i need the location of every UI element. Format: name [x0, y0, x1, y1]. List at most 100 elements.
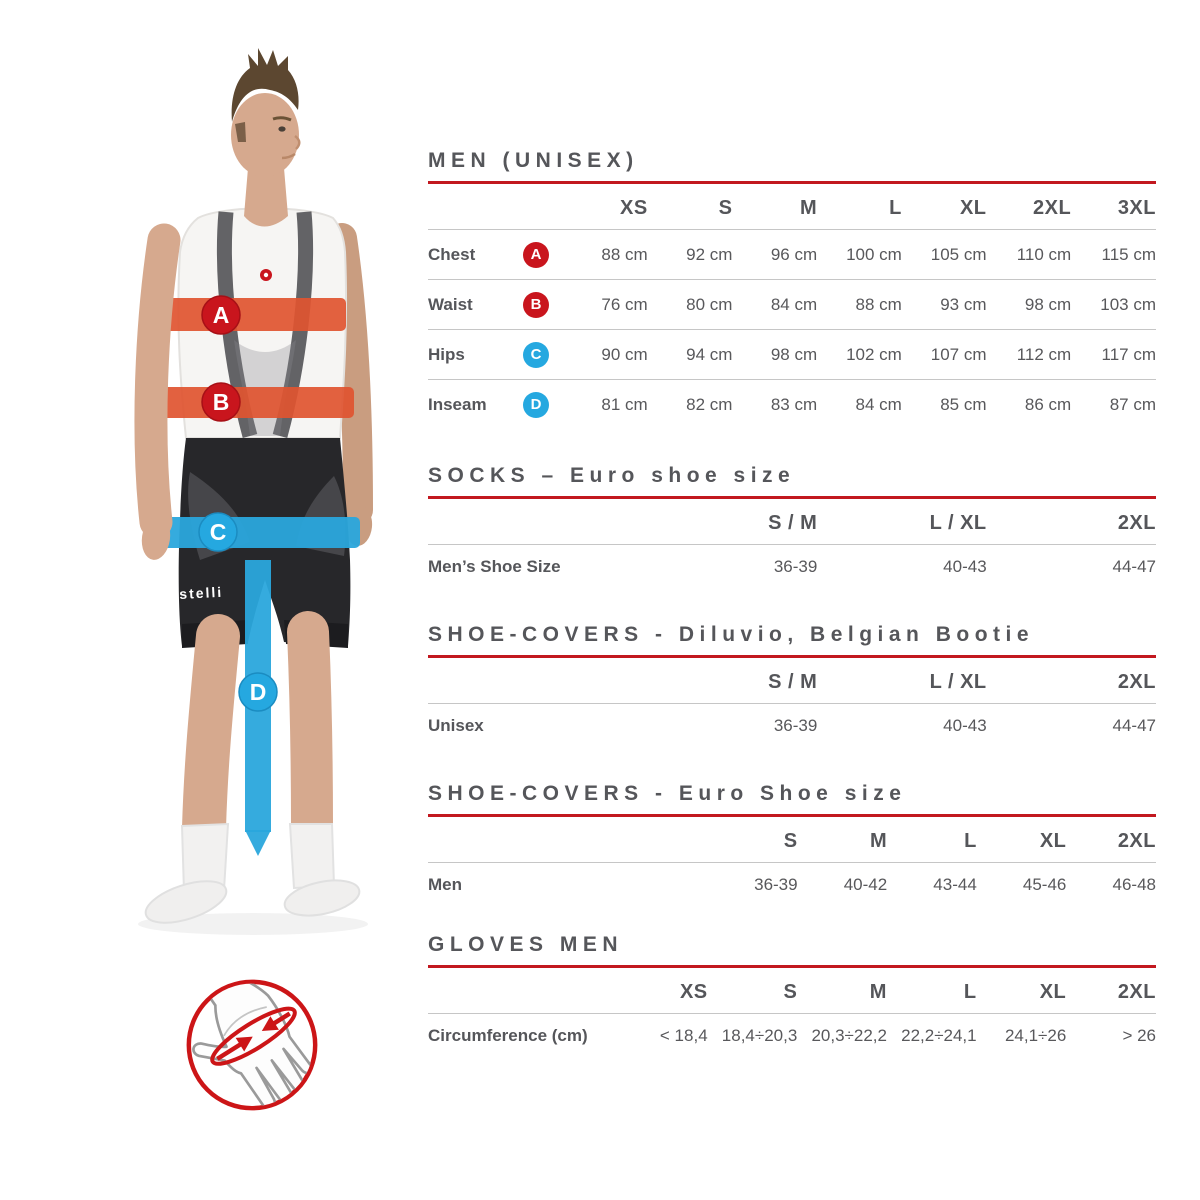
shorts-brand-text: castelli — [159, 584, 223, 603]
row-label-cell: Men’s Shoe Size — [428, 545, 648, 589]
floor-shadow — [138, 913, 368, 935]
hips-band — [150, 517, 360, 548]
measure-arrowhead-right — [261, 1016, 279, 1032]
value-cell: 86 cm — [986, 379, 1072, 429]
column-header: XL — [901, 184, 987, 230]
table-row: Waist B 76 cm 80 cm 84 cm 88 cm 93 cm 98 cm 103 … — [428, 279, 1156, 330]
table-row: Circumference (cm) < 18,4 18,4÷20,3 20,3÷22… — [428, 1014, 1156, 1058]
value-cell: 18,4÷20,3 — [721, 1026, 798, 1045]
title-underline — [428, 655, 1156, 658]
value-cell: 115 cm — [1101, 245, 1157, 264]
column-header: S / M — [648, 499, 818, 545]
title-underline — [428, 965, 1156, 968]
row-label: Men — [428, 875, 708, 895]
column-header: L — [887, 817, 977, 863]
title-underline — [428, 814, 1156, 817]
value-cell: 40-42 — [843, 875, 888, 894]
table-row: Chest A 88 cm 92 cm 96 cm 100 cm 105 cm 110 cm 1… — [428, 230, 1156, 280]
value-cell: 81 cm — [563, 379, 648, 429]
column-header: 2XL — [986, 499, 1156, 545]
row-label: Unisex — [428, 716, 648, 736]
value-cell: 105 cm — [930, 245, 987, 264]
nose — [294, 135, 301, 150]
row-label-cell: Waist B — [428, 279, 563, 330]
row-label-cell: Inseam D — [428, 379, 563, 429]
value-cell: 112 cm — [986, 329, 1072, 380]
table-body: Circumference (cm) < 18,4 18,4÷20,3 20,3÷22… — [428, 1014, 1156, 1058]
value-cell: 40-43 — [943, 716, 987, 735]
size-tables: MEN (UNISEX) XS S M L XL 2XL 3XL Chest A 88 cm 92 c… — [428, 148, 1156, 1057]
column-header: S / M — [648, 658, 818, 704]
row-marker-badge: C — [523, 342, 549, 368]
measure-arrow-left — [216, 1041, 243, 1061]
table-row: Men 36-39 40-42 43-44 45-46 46-48 — [428, 863, 1156, 907]
size-table: S M L XL 2XL Men 36-39 40-42 43-44 45-46 46-48 — [428, 817, 1156, 906]
row-label: Hips C — [428, 342, 563, 368]
table-row: Inseam D 81 cm 82 cm 83 cm 84 cm 85 cm 86 cm 87 … — [428, 379, 1156, 429]
size-table: XS S M L XL 2XL Circumference (cm) < 18,4 18,4÷2… — [428, 968, 1156, 1057]
column-header: S — [647, 184, 733, 230]
column-header: 2XL — [986, 658, 1156, 704]
column-header: XS — [563, 184, 648, 230]
value-cell: 107 cm — [901, 329, 987, 380]
value-cell: 117 cm — [1071, 329, 1156, 380]
svg-text:C: C — [210, 519, 227, 545]
table-body: Men 36-39 40-42 43-44 45-46 46-48 — [428, 863, 1156, 907]
column-header: S — [707, 968, 798, 1014]
table-row: Men’s Shoe Size 36-39 40-43 44-47 — [428, 545, 1156, 589]
value-cell: 40-43 — [943, 557, 987, 576]
corner-cell — [428, 184, 563, 230]
column-header: M — [797, 968, 887, 1014]
value-cell: 20,3÷22,2 — [811, 1026, 887, 1045]
inseam-strip-tip — [245, 830, 271, 856]
value-cell: 84 cm — [817, 379, 902, 429]
column-header: XS — [618, 968, 708, 1014]
glove-measure-illustration — [163, 956, 341, 1134]
hair — [231, 48, 299, 122]
castelli-chest-logo — [260, 269, 272, 281]
row-label-cell: Unisex — [428, 704, 648, 748]
row-label-cell: Circumference (cm) — [428, 1014, 618, 1058]
size-table: XS S M L XL 2XL 3XL Chest A 88 cm 92 cm 96 cm 100 cm… — [428, 184, 1156, 429]
value-cell: 82 cm — [647, 379, 733, 429]
value-cell: 110 cm — [1016, 245, 1072, 264]
corner-cell — [428, 817, 708, 863]
left-hand — [141, 516, 171, 560]
title-underline — [428, 496, 1156, 499]
row-label-text: Waist — [428, 295, 473, 314]
value-cell: 87 cm — [1071, 379, 1156, 429]
value-cell: 44-47 — [1112, 557, 1156, 576]
value-cell: 36-39 — [773, 557, 818, 576]
right-foot — [283, 879, 361, 917]
value-cell: 45-46 — [1022, 875, 1067, 894]
corner-cell — [428, 968, 618, 1014]
row-label-text: Chest — [428, 245, 476, 264]
row-marker-badge: A — [523, 242, 549, 268]
value-cell: 44-47 — [1112, 716, 1156, 735]
value-cell: 92 cm — [686, 245, 733, 264]
table-row: Hips C 90 cm 94 cm 98 cm 102 cm 107 cm 112 cm 11… — [428, 329, 1156, 380]
value-cell: 76 cm — [563, 279, 648, 330]
marker-d-badge: D — [238, 672, 278, 712]
table-body: Men’s Shoe Size 36-39 40-43 44-47 — [428, 545, 1156, 589]
knuckle-crease — [223, 1006, 267, 1037]
column-header: M — [732, 184, 818, 230]
column-header: M — [797, 817, 888, 863]
right-sock — [288, 823, 336, 890]
value-cell: 103 cm — [1071, 279, 1156, 330]
value-cell: 102 cm — [817, 329, 902, 380]
table-shoe-covers-euro: SHOE-COVERS - Euro Shoe size S M L XL 2XL Men 3… — [428, 781, 1156, 906]
value-cell: 85 cm — [901, 379, 987, 429]
table-head: XS S M L XL 2XL — [428, 968, 1156, 1014]
left-foot — [144, 880, 228, 924]
row-label: Chest A — [428, 242, 563, 268]
value-cell: 22,2÷24,1 — [901, 1026, 977, 1045]
table-shoe-covers-diluvio: SHOE-COVERS - Diluvio, Belgian Bootie S /… — [428, 622, 1156, 747]
table-men-unisex: MEN (UNISEX) XS S M L XL 2XL 3XL Chest A 88 cm 92 c… — [428, 148, 1156, 429]
column-header: L / XL — [817, 658, 987, 704]
row-label: Men’s Shoe Size — [428, 557, 648, 577]
row-label-text: Unisex — [428, 716, 484, 735]
